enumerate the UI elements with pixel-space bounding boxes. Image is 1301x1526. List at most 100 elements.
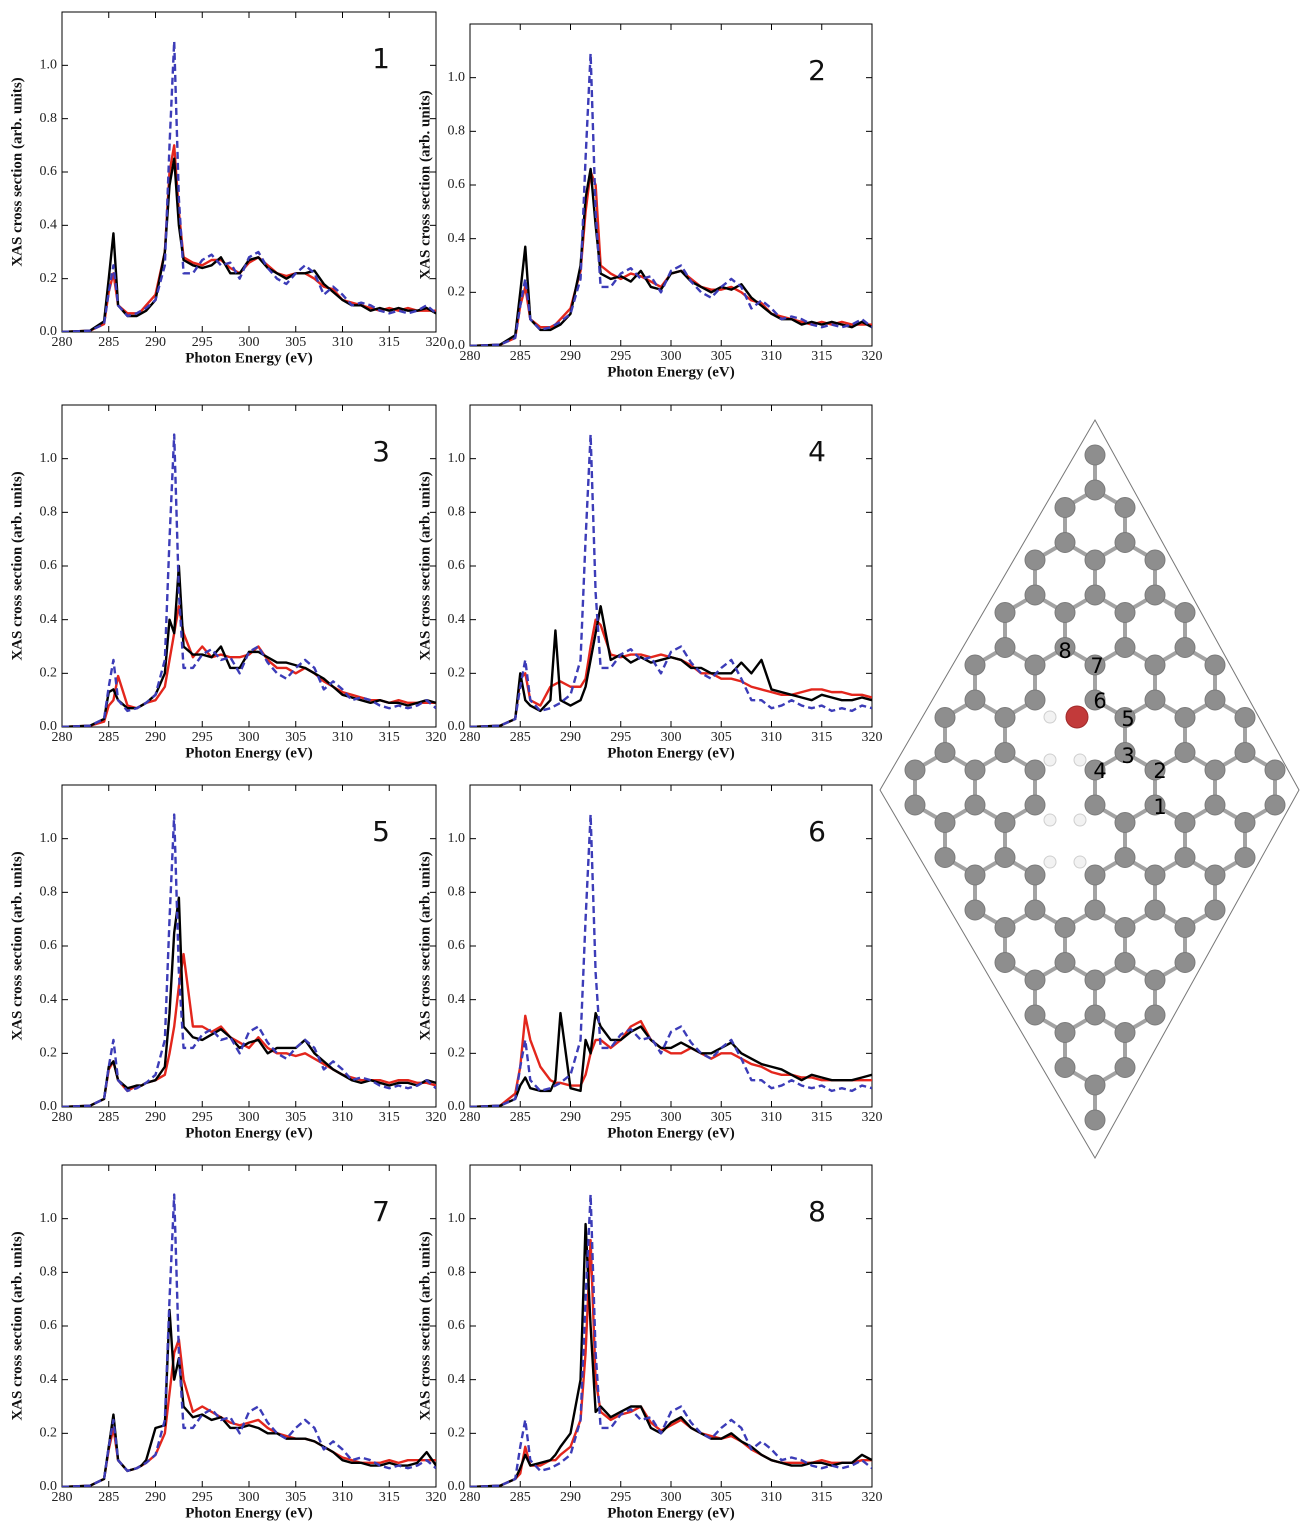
y-tick-label: 1.0 <box>40 1211 58 1226</box>
carbon-atom <box>934 847 956 868</box>
carbon-atom <box>1084 584 1106 606</box>
carbon-atom <box>1264 794 1286 816</box>
x-axis-label: Photon Energy (eV) <box>185 745 313 761</box>
panel-number: 1 <box>372 42 390 75</box>
hydrogen-atom <box>1043 813 1057 827</box>
series-line <box>62 1193 436 1487</box>
x-tick-label: 320 <box>862 1110 883 1125</box>
carbon-atom <box>1264 759 1286 781</box>
x-tick-label: 300 <box>661 1110 682 1125</box>
x-tick-label: 295 <box>610 730 631 745</box>
oxygen-atom <box>1065 705 1089 729</box>
carbon-atom <box>1114 497 1136 518</box>
carbon-atom <box>1114 637 1136 658</box>
x-tick-label: 320 <box>862 349 883 364</box>
carbon-atom <box>1054 602 1076 623</box>
x-tick-label: 315 <box>379 1110 400 1125</box>
panel-number: 2 <box>808 54 826 87</box>
x-tick-label: 295 <box>610 349 631 364</box>
carbon-atom <box>1174 602 1196 623</box>
y-tick-label: 0.4 <box>448 231 466 246</box>
carbon-atom <box>1114 532 1136 553</box>
carbon-atom <box>1054 1022 1076 1043</box>
y-tick-label: 0.6 <box>40 558 58 573</box>
x-tick-label: 305 <box>711 349 732 364</box>
carbon-atom <box>1174 742 1196 763</box>
series-line <box>62 433 436 727</box>
carbon-atom <box>1054 1057 1076 1078</box>
carbon-atom <box>904 794 926 816</box>
carbon-atom <box>1084 444 1106 466</box>
y-axis-label: XAS cross section (arb. units) <box>417 471 433 660</box>
y-tick-label: 0.4 <box>40 992 58 1007</box>
y-axis-label: XAS cross section (arb. units) <box>417 851 433 1040</box>
carbon-atom <box>994 707 1016 728</box>
y-tick-label: 0.2 <box>448 285 466 300</box>
y-tick-label: 0.8 <box>40 111 58 126</box>
series-line <box>62 564 436 727</box>
panel-number: 4 <box>808 435 826 468</box>
y-tick-label: 0.0 <box>448 1479 466 1494</box>
carbon-atom <box>1114 812 1136 833</box>
x-tick-label: 280 <box>460 1110 481 1125</box>
carbon-atom <box>964 759 986 781</box>
hydrogen-atom <box>1073 753 1087 767</box>
x-tick-label: 290 <box>145 730 166 745</box>
panel: 0.0 0.2 0.4 0.6 0.8 1.0 280 285 290 295 300 305 310 3… <box>9 784 447 1141</box>
carbon-atom <box>1054 917 1076 938</box>
carbon-atom <box>1084 654 1106 676</box>
x-tick-label: 315 <box>811 1110 832 1125</box>
x-tick-label: 295 <box>192 1490 213 1505</box>
carbon-atom <box>994 742 1016 763</box>
x-tick-label: 310 <box>761 1110 782 1125</box>
x-axis-label: Photon Energy (eV) <box>607 745 735 761</box>
carbon-atom <box>1144 969 1166 991</box>
y-axis-label: XAS cross section (arb. units) <box>9 1231 25 1420</box>
carbon-atom <box>964 654 986 676</box>
carbon-atom <box>1024 899 1046 921</box>
x-tick-label: 305 <box>285 1490 306 1505</box>
panel: 0.0 0.2 0.4 0.6 0.8 1.0 280 285 290 295 300 305 310 3… <box>417 404 883 761</box>
panel-number: 5 <box>372 815 390 848</box>
x-tick-label: 290 <box>560 1490 581 1505</box>
carbon-atom <box>1024 549 1046 571</box>
x-tick-label: 280 <box>460 349 481 364</box>
x-tick-label: 285 <box>98 730 119 745</box>
x-tick-label: 320 <box>426 335 447 350</box>
carbon-atom <box>1144 899 1166 921</box>
y-tick-label: 0.4 <box>40 1372 58 1387</box>
x-tick-label: 310 <box>332 335 353 350</box>
x-tick-label: 315 <box>379 335 400 350</box>
series-line <box>62 896 436 1107</box>
y-tick-label: 0.6 <box>40 938 58 953</box>
carbon-atom <box>1174 952 1196 973</box>
x-tick-label: 280 <box>52 730 73 745</box>
y-axis-label: XAS cross section (arb. units) <box>9 77 25 266</box>
carbon-atom <box>1084 549 1106 571</box>
series-line <box>62 813 436 1107</box>
series-line <box>470 1193 872 1487</box>
carbon-atom <box>1204 654 1226 676</box>
y-tick-label: 1.0 <box>40 831 58 846</box>
x-tick-label: 290 <box>560 349 581 364</box>
x-tick-label: 280 <box>52 1490 73 1505</box>
x-tick-label: 305 <box>711 1490 732 1505</box>
x-tick-label: 315 <box>811 730 832 745</box>
carbon-atom <box>1174 917 1196 938</box>
carbon-atom <box>1114 742 1136 763</box>
y-tick-label: 0.4 <box>448 612 466 627</box>
carbon-atom <box>1114 602 1136 623</box>
y-tick-label: 1.0 <box>448 831 466 846</box>
x-tick-label: 310 <box>761 349 782 364</box>
x-tick-label: 290 <box>145 335 166 350</box>
panel: 0.0 0.2 0.4 0.6 0.8 1.0 280 285 290 295 300 305 310 3… <box>9 404 447 761</box>
carbon-atom <box>904 759 926 781</box>
x-tick-label: 310 <box>332 730 353 745</box>
y-tick-label: 0.6 <box>448 938 466 953</box>
carbon-atom <box>1234 847 1256 868</box>
x-tick-label: 310 <box>332 1110 353 1125</box>
series-line <box>62 157 436 332</box>
x-tick-label: 295 <box>192 1110 213 1125</box>
